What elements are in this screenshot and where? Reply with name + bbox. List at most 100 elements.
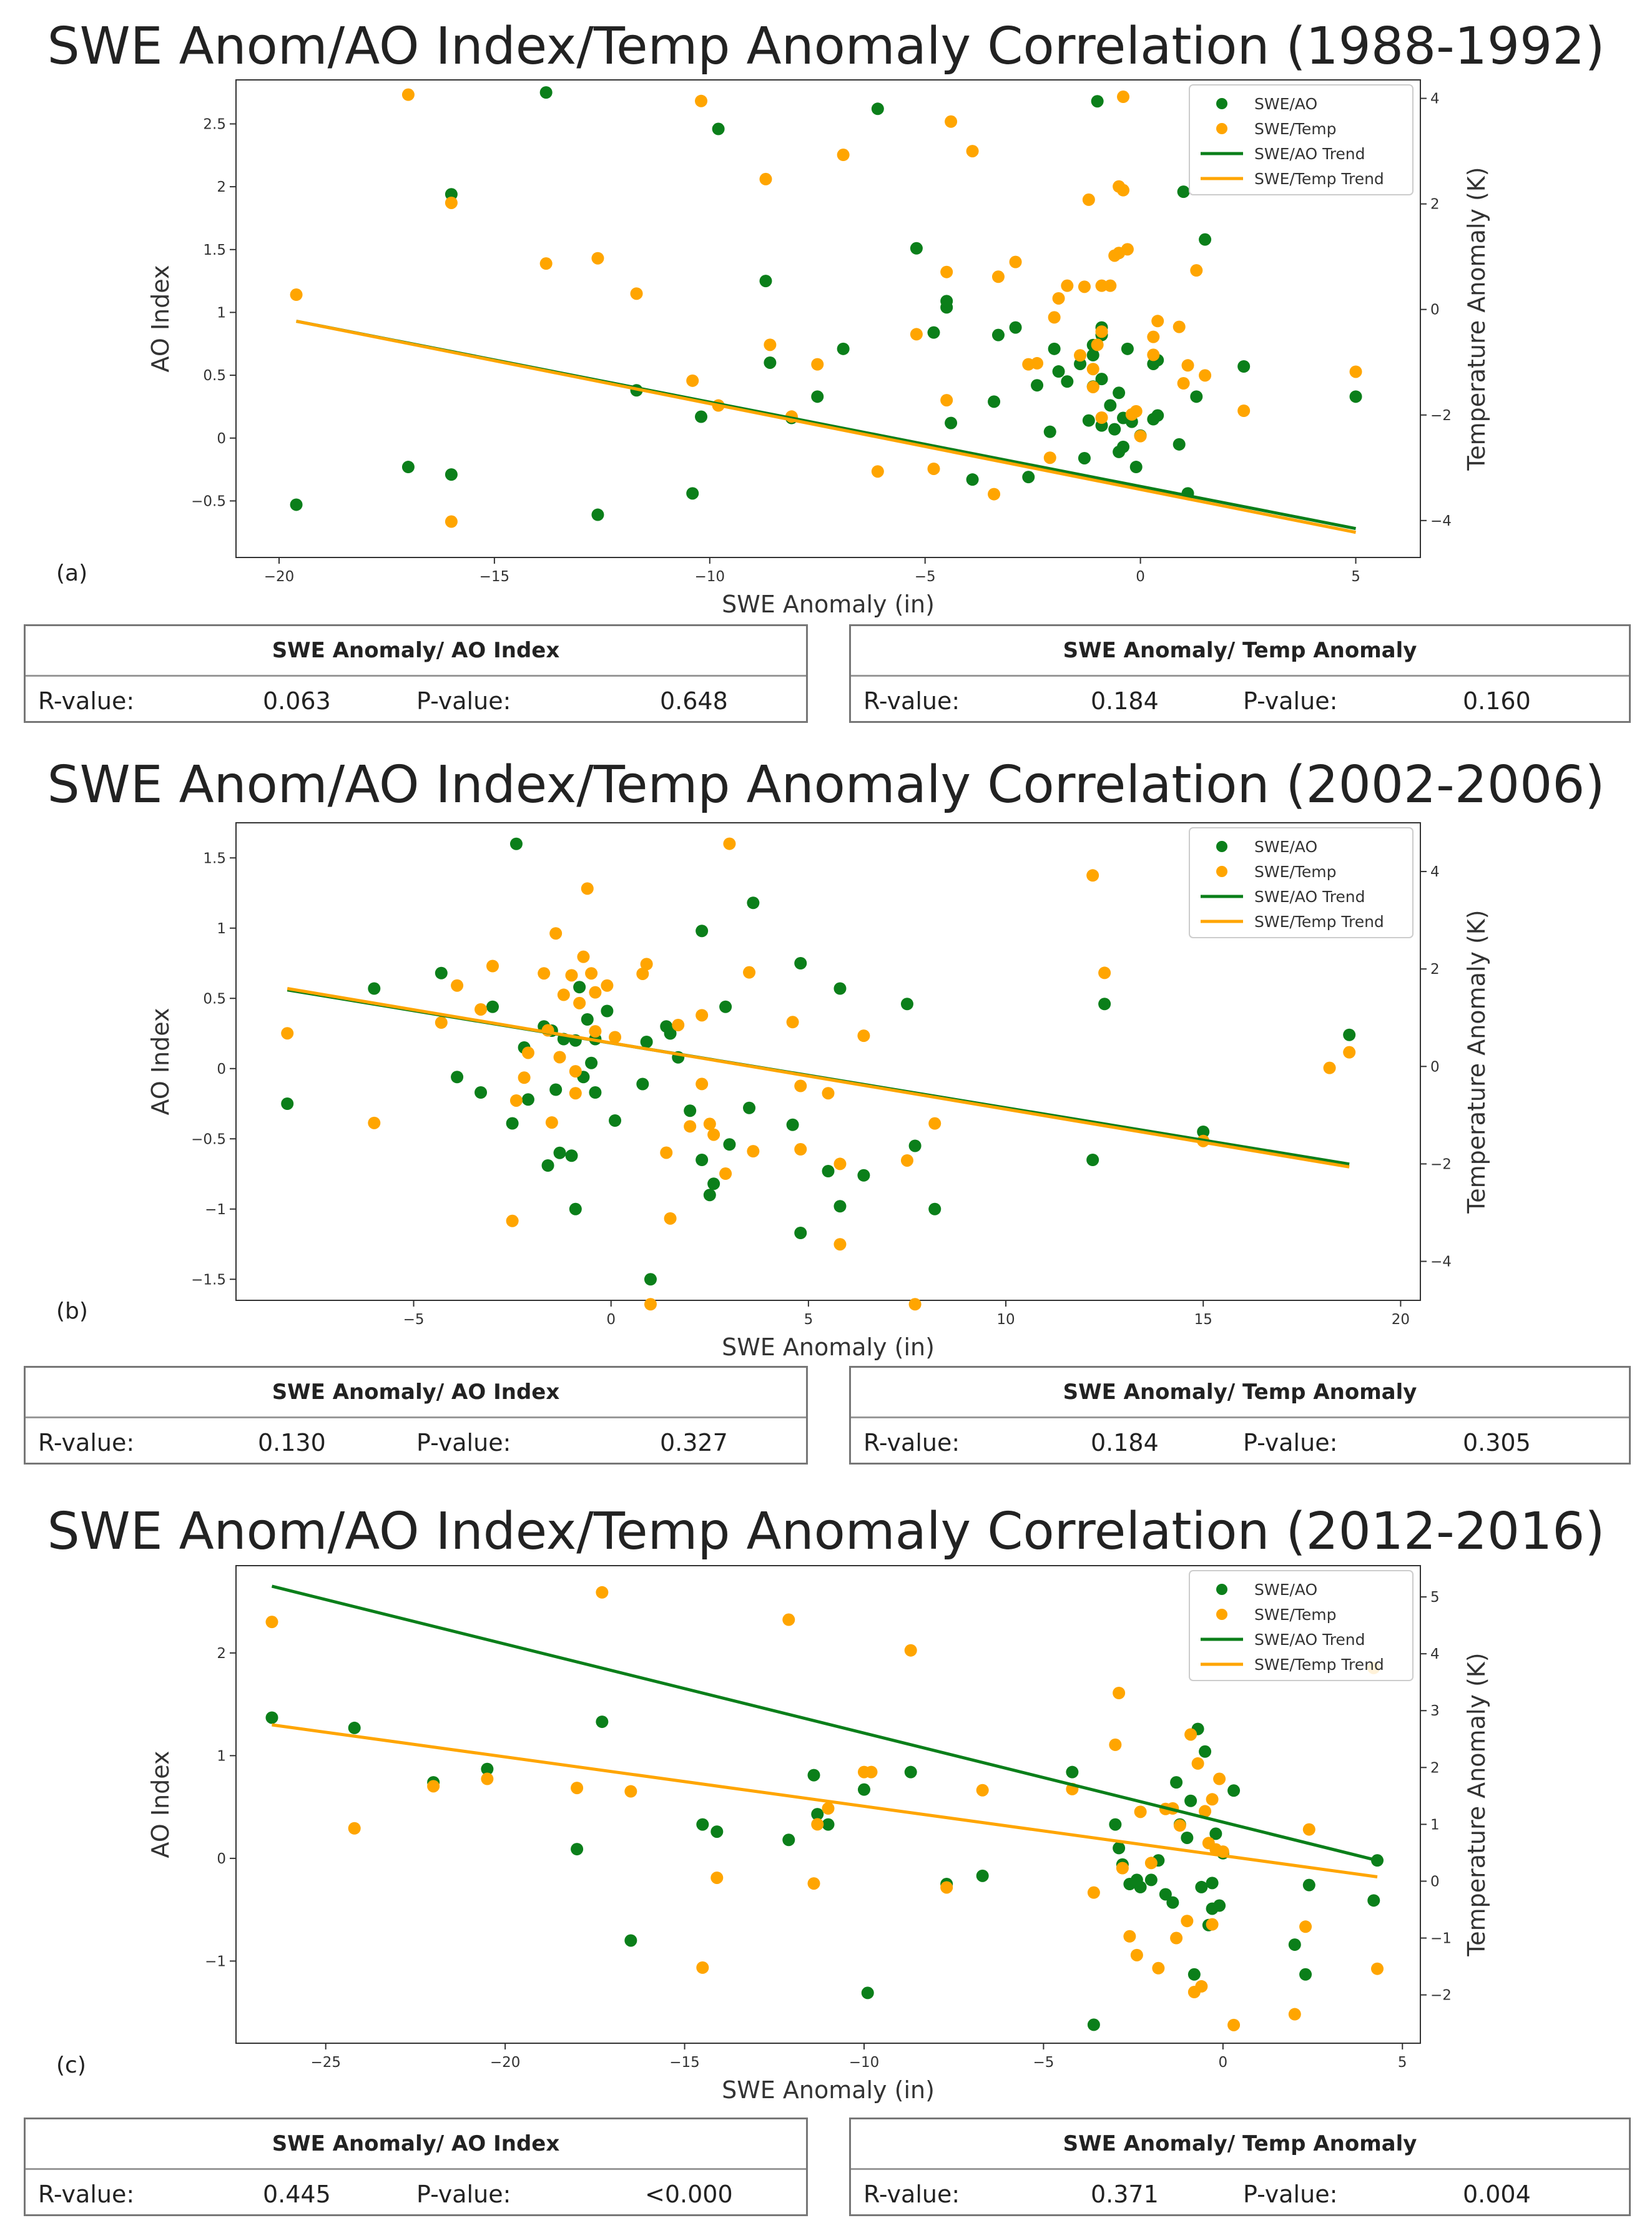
y2-axis-label: Temperature Anomaly (K) — [1463, 167, 1490, 471]
temp-point — [435, 1016, 448, 1029]
p-label: P-value: — [1243, 2181, 1338, 2208]
ao-point — [1087, 2018, 1100, 2031]
y-tick-label: 1 — [217, 921, 226, 937]
r-value: 0.184 — [1091, 1429, 1159, 1456]
ao-point — [1237, 360, 1251, 373]
temp-point — [703, 1117, 716, 1131]
temp-point — [719, 1167, 732, 1180]
temp-point — [822, 1087, 835, 1100]
legend-ao-trend-label: SWE/AO Trend — [1254, 888, 1365, 906]
temp-point — [807, 1877, 820, 1890]
temp-point — [1144, 1857, 1158, 1870]
p-label: P-value: — [1243, 1429, 1338, 1456]
y2-tick-label: 4 — [1430, 864, 1440, 880]
x-tick-label: 0 — [1136, 569, 1145, 585]
stats-row: R-value: 0.063 P-value: 0.648 — [26, 677, 806, 725]
ao-point — [569, 1202, 582, 1215]
ao-point — [596, 1715, 609, 1729]
x-tick-label: −20 — [490, 2054, 521, 2071]
temp-point — [557, 988, 570, 1001]
stats-row: R-value: 0.445 P-value: <0.000 — [26, 2170, 806, 2219]
ao-point — [1190, 390, 1203, 403]
ao-point — [474, 1086, 488, 1099]
temp-point — [451, 979, 464, 992]
ao-point — [1052, 365, 1065, 378]
stats-header: SWE Anomaly/ AO Index — [26, 2119, 806, 2170]
ao-point — [435, 966, 448, 979]
legend-ao-marker — [1216, 98, 1227, 109]
ao-point — [1095, 373, 1108, 386]
y-tick-label: 0 — [217, 431, 226, 447]
ao-point — [684, 1104, 697, 1117]
y-tick-label: −1.5 — [191, 1272, 226, 1288]
legend-temp-trend-label: SWE/Temp Trend — [1254, 913, 1384, 931]
legend-ao-label: SWE/AO — [1254, 95, 1317, 113]
temp-point — [509, 1094, 523, 1107]
temp-point — [506, 1214, 519, 1227]
temp-point — [1091, 338, 1104, 351]
y-axis-label: AO Index — [147, 265, 174, 373]
y2-tick-label: 2 — [1430, 1760, 1440, 1776]
ao-point — [348, 1721, 361, 1734]
ao-point — [1109, 1818, 1122, 1831]
ao-point — [1367, 1894, 1380, 1907]
ao-point — [486, 1000, 499, 1013]
ao-point — [553, 1146, 566, 1159]
legend-ao-trend-label: SWE/AO Trend — [1254, 145, 1365, 163]
temp-point — [348, 1822, 361, 1835]
y2-tick-label: 0 — [1430, 1873, 1440, 1890]
temp-point — [1343, 1046, 1356, 1059]
ao-point — [719, 1000, 732, 1013]
ao-point — [1184, 1794, 1197, 1807]
ao-point — [565, 1149, 578, 1162]
r-label: R-value: — [863, 687, 960, 715]
temp-point — [833, 1157, 847, 1170]
ao-point — [1066, 1765, 1079, 1779]
ao-point — [743, 1101, 756, 1114]
y-tick-label: 1.5 — [203, 242, 226, 258]
panel-letter: (b) — [56, 1298, 88, 1324]
temp-point — [624, 1785, 637, 1798]
temp-point — [596, 1586, 609, 1599]
temp-point — [601, 979, 614, 992]
temp-point — [1152, 1961, 1165, 1975]
temp-point — [427, 1780, 440, 1793]
temp-point — [1191, 1757, 1204, 1770]
temp-point — [1206, 1793, 1219, 1806]
r-label: R-value: — [38, 1429, 135, 1456]
ao-point — [794, 957, 807, 969]
r-value: 0.063 — [263, 687, 331, 715]
y-tick-label: 2.5 — [203, 116, 226, 132]
temp-point — [569, 1087, 582, 1100]
ao-point — [601, 1004, 614, 1018]
ao-point — [1113, 1842, 1126, 1855]
temp-point — [1061, 279, 1074, 292]
temp-point — [1195, 1980, 1208, 1993]
ao-point — [290, 498, 303, 511]
temp-point — [871, 465, 884, 478]
ao-point — [991, 328, 1005, 341]
ao-point — [811, 390, 824, 403]
temp-point — [976, 1784, 989, 1797]
ao-point — [589, 1086, 602, 1099]
y2-tick-label: −4 — [1430, 1254, 1452, 1270]
temp-point — [1173, 1819, 1186, 1832]
ao-point — [445, 188, 458, 201]
ao-point — [822, 1818, 835, 1831]
temp-point — [988, 488, 1001, 501]
ao-point — [695, 410, 708, 423]
ao-point — [786, 1118, 799, 1131]
temp-point — [1134, 429, 1147, 443]
p-value: <0.000 — [645, 2181, 733, 2208]
temp-point — [811, 358, 824, 371]
plot-frame — [235, 79, 1421, 558]
x-tick-label: −5 — [403, 1312, 425, 1328]
stats-header: SWE Anomaly/ AO Index — [26, 1368, 806, 1418]
ao-point — [644, 1273, 657, 1286]
temp-point — [549, 927, 563, 940]
temp-point — [589, 1025, 602, 1038]
legend-ao-trend-label: SWE/AO Trend — [1254, 1631, 1365, 1649]
temp-point — [571, 1782, 584, 1795]
stats-table-ao: SWE Anomaly/ AO Index R-value: 0.445 P-v… — [24, 2118, 808, 2216]
ao-point — [1173, 438, 1186, 451]
